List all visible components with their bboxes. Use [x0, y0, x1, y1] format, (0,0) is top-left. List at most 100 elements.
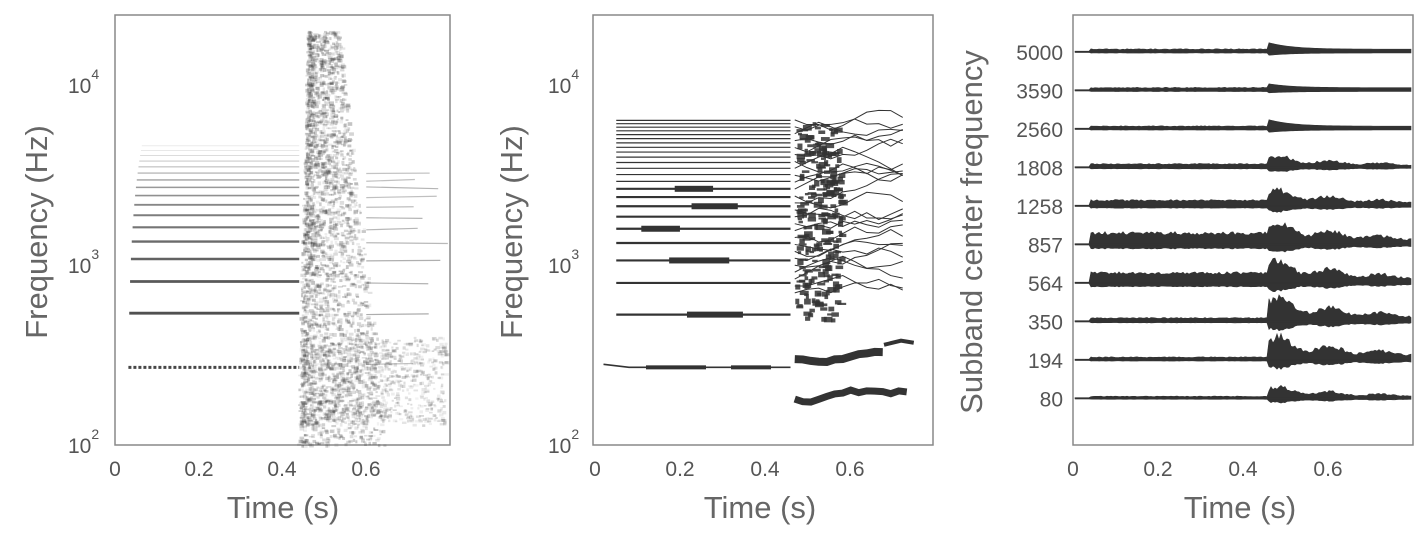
spectrogram-burst-speck	[332, 410, 335, 414]
spectrogram-burst-speck	[331, 66, 335, 69]
spectrogram-low-speck	[397, 411, 401, 415]
spectrogram-burst-speck	[352, 388, 355, 391]
spectrogram-burst-speck	[331, 58, 336, 60]
spectrogram-burst-speck	[312, 427, 318, 432]
spectrogram-low-speck	[358, 415, 363, 418]
spectrogram-low-speck	[338, 394, 342, 397]
track-onset-blob	[814, 126, 821, 130]
spectrogram-burst-speck	[321, 339, 326, 343]
spectrogram-low-speck	[444, 399, 447, 403]
spectrogram-burst-speck	[343, 84, 348, 86]
track-onset-blob	[814, 302, 824, 308]
spectrogram-low-speck	[367, 403, 370, 407]
spectrogram-burst-speck	[313, 292, 316, 296]
spectrogram-burst-speck	[325, 170, 330, 173]
spectrogram-low-speck	[314, 422, 318, 425]
track-onset-blob	[835, 265, 844, 270]
spectrogram-burst-speck	[306, 200, 309, 204]
spectrogram-low-speck	[443, 349, 448, 352]
spectrogram-burst-speck	[329, 164, 333, 167]
spectrogram-burst-speck	[362, 228, 366, 231]
spectrogram-burst-speck	[341, 190, 346, 194]
spectrogram-burst-speck	[343, 103, 348, 105]
spectrogram-burst-speck	[304, 159, 310, 163]
spectrogram-low-speck	[386, 415, 390, 419]
spectrogram-burst-speck	[312, 312, 316, 315]
spectrogram-burst-speck	[329, 245, 332, 250]
spectrogram-burst-speck	[332, 379, 338, 382]
spectrogram-burst-speck	[309, 259, 314, 264]
spectrogram-burst-speck	[356, 208, 359, 213]
spectrogram-burst-speck	[350, 282, 356, 285]
spectrogram-low-speck	[393, 363, 398, 367]
spectrogram-burst-speck	[339, 87, 345, 92]
spectrogram-burst-speck	[320, 91, 325, 94]
spectrogram-low-speck	[356, 369, 362, 372]
spectrogram-low-speck	[369, 386, 373, 389]
spectrogram-burst-speck	[337, 318, 343, 321]
spectrogram-burst-speck	[300, 388, 304, 392]
spectrogram-burst-speck	[304, 181, 309, 185]
spectrogram-low-speck	[404, 363, 408, 366]
spectrogram-burst-speck	[339, 183, 345, 188]
spectrogram-burst-speck	[308, 171, 314, 175]
spectrogram-low-speck	[357, 362, 363, 366]
spectrogram-burst-speck	[334, 171, 338, 175]
spectrogram-burst-speck	[305, 332, 309, 335]
spectrogram-burst-speck	[326, 51, 329, 54]
spectrogram-low-speck	[406, 376, 411, 378]
spectrogram-low-speck	[441, 362, 445, 366]
spectrogram-burst-speck	[318, 212, 324, 215]
spectrogram-burst-speck	[330, 107, 335, 111]
spectrogram-burst-speck	[339, 342, 344, 345]
panel3-xlabel: Time (s)	[1184, 490, 1297, 525]
spectrogram-burst-speck	[338, 273, 344, 276]
spectrogram-low-speck	[381, 369, 384, 373]
spectrogram-burst-speck	[360, 249, 363, 253]
spectrogram-low-speck	[375, 411, 379, 415]
panel1-xtick-0.4: 0.4	[267, 458, 297, 481]
spectrogram-burst-speck	[310, 79, 315, 82]
spectrogram-burst-speck	[348, 191, 353, 195]
panel1-xtick-0: 0	[109, 458, 121, 481]
spectrogram-burst-speck	[333, 403, 337, 407]
spectrogram-burst-speck	[300, 321, 306, 324]
spectrogram-burst-speck	[309, 295, 314, 298]
spectrogram-burst-speck	[353, 435, 358, 438]
spectrogram-burst-speck	[307, 267, 311, 271]
spectrogram-burst-speck	[325, 272, 329, 277]
spectrogram-burst-speck	[315, 233, 320, 237]
spectrogram-burst-speck	[340, 272, 345, 275]
spectrogram-burst-speck	[329, 273, 335, 276]
spectrogram-burst-speck	[314, 72, 318, 75]
spectrogram-burst-speck	[310, 242, 315, 244]
spectrogram-decay-line	[366, 227, 418, 231]
spectrogram-burst-speck	[314, 419, 318, 424]
spectrogram-low-speck	[308, 410, 314, 412]
spectrogram-low-speck	[414, 339, 419, 342]
spectrogram-low-speck	[305, 398, 310, 402]
spectrogram-burst-speck	[322, 44, 328, 48]
spectrogram-burst-speck	[306, 155, 309, 158]
spectrogram-low-speck	[444, 342, 448, 346]
spectrogram-burst-speck	[368, 434, 373, 437]
spectrogram-low-speck	[396, 404, 401, 407]
spectrogram-low-speck	[342, 413, 346, 416]
spectrogram-burst-speck	[304, 223, 309, 225]
track-wander-line	[794, 278, 903, 294]
spectrogram-burst-speck	[341, 160, 345, 165]
panel1-xtick-0.6: 0.6	[351, 458, 380, 481]
spectrogram-low-speck	[388, 361, 392, 364]
spectrogram-burst-speck	[305, 83, 311, 87]
spectrogram-low-speck	[401, 421, 407, 425]
spectrogram-burst-speck	[341, 244, 346, 248]
spectrogram-burst-speck	[318, 373, 324, 377]
track-onset-blob	[833, 287, 840, 293]
spectrogram-burst-speck	[327, 69, 332, 72]
spectrogram-low-speck	[390, 381, 394, 385]
spectrogram-burst-speck	[347, 217, 352, 221]
spectrogram-low-speck	[413, 389, 419, 392]
spectrogram-burst-speck	[349, 255, 353, 258]
spectrogram-burst-speck	[312, 248, 317, 253]
spectrogram-burst-speck	[376, 401, 381, 405]
